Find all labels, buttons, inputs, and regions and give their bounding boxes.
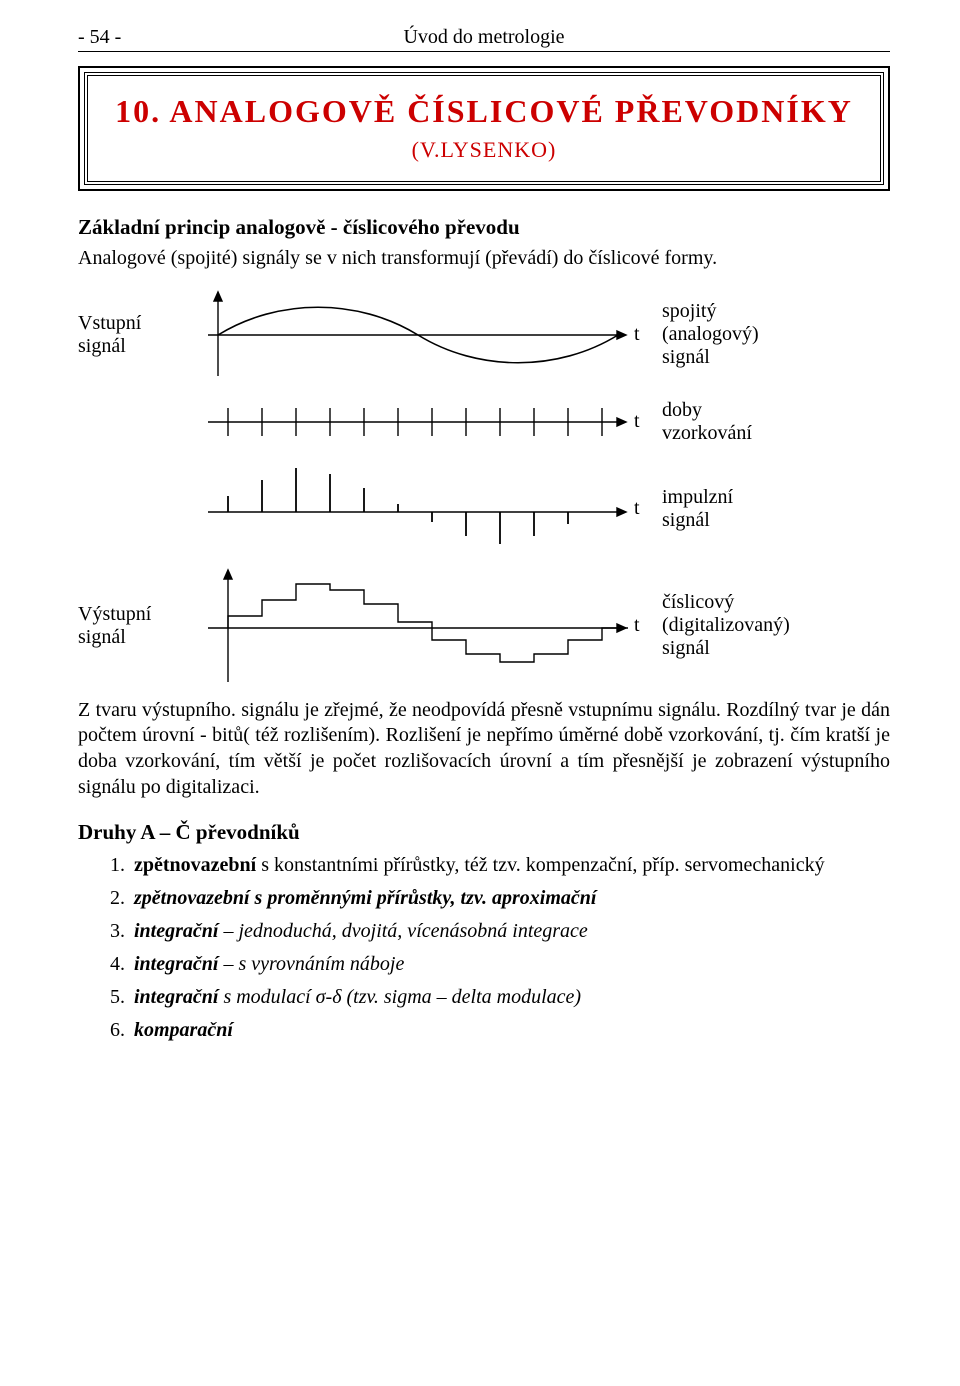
- explanation-paragraph: Z tvaru výstupního. signálu je zřejmé, ž…: [78, 698, 890, 800]
- diagram-row: timpulznísignál: [78, 464, 890, 554]
- diagram-right-label: spojitý(analogový)signál: [652, 300, 759, 369]
- diagram-row: Výstupnísignál tčíslicový(digitalizovaný)…: [78, 566, 890, 686]
- section-heading: Základní princip analogově - číslicového…: [78, 215, 890, 240]
- section-intro: Analogové (spojité) signály se v nich tr…: [78, 246, 890, 272]
- header-rule: [78, 51, 890, 52]
- chapter-title-box-inner: 10. ANALOGOVĚ ČÍSLICOVÉ PŘEVODNÍKY (V.LY…: [84, 72, 884, 185]
- page: - 54 - Úvod do metrologie 10. ANALOGOVĚ …: [0, 0, 960, 1386]
- chapter-author: (V.LYSENKO): [106, 137, 862, 163]
- chapter-title-box: 10. ANALOGOVĚ ČÍSLICOVÉ PŘEVODNÍKY (V.LY…: [78, 66, 890, 191]
- type-item: zpětnovazební s proměnnými přírůstky, tz…: [130, 886, 890, 911]
- diagram-right-label: impulznísignál: [652, 486, 733, 532]
- diagram-left-label: Výstupnísignál: [78, 603, 198, 649]
- type-item: komparační: [130, 1018, 890, 1043]
- sampling-ticks-diagram: [198, 392, 628, 452]
- axis-label-t: t: [628, 614, 652, 637]
- chapter-title-box-inner2: 10. ANALOGOVĚ ČÍSLICOVÉ PŘEVODNÍKY (V.LY…: [87, 75, 881, 182]
- axis-label-t: t: [628, 410, 652, 433]
- types-heading: Druhy A – Č převodníků: [78, 820, 890, 845]
- diagram-right-label: dobyvzorkování: [652, 399, 752, 445]
- impulse-signal-diagram: [198, 464, 628, 554]
- type-item: integrační – jednoduchá, dvojitá, vícená…: [130, 919, 890, 944]
- diagram-left-label: Vstupnísignál: [78, 312, 198, 358]
- type-item: integrační – s vyrovnáním náboje: [130, 952, 890, 977]
- digital-signal-diagram: [198, 566, 628, 686]
- running-header: - 54 - Úvod do metrologie: [78, 26, 890, 49]
- diagram-right-label: číslicový(digitalizovaný)signál: [652, 591, 790, 660]
- chapter-title: 10. ANALOGOVĚ ČÍSLICOVÉ PŘEVODNÍKY: [106, 90, 862, 133]
- axis-label-t: t: [628, 497, 652, 520]
- types-list: zpětnovazební s konstantními přírůstky, …: [78, 853, 890, 1043]
- signal-diagrams: Vstupnísignáltspojitý(analogový)signáltd…: [78, 290, 890, 686]
- sine-signal-diagram: [198, 290, 628, 380]
- diagram-row: tdobyvzorkování: [78, 392, 890, 452]
- running-title: Úvod do metrologie: [78, 26, 890, 49]
- type-item: integrační s modulací σ-δ (tzv. sigma – …: [130, 985, 890, 1010]
- type-item: zpětnovazební s konstantními přírůstky, …: [130, 853, 890, 878]
- page-number: - 54 -: [78, 26, 121, 49]
- diagram-row: Vstupnísignál tspojitý(analogový)signál: [78, 290, 890, 380]
- axis-label-t: t: [628, 323, 652, 346]
